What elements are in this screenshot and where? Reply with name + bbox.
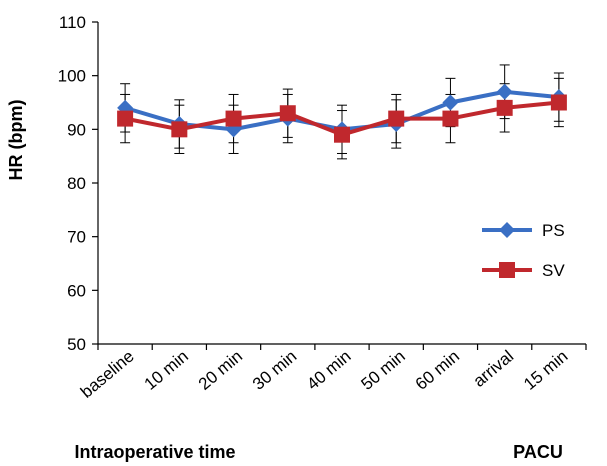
group-label-pacu: PACU	[513, 442, 563, 462]
x-axis: baseline 10 min 20 min 30 min 40 min 50 min 60…	[77, 343, 587, 402]
sv-data-point	[279, 105, 296, 122]
legend-ps-label: PS	[542, 221, 565, 240]
y-tick-label: 90	[67, 120, 86, 139]
x-tick-label: 10 min	[141, 347, 192, 394]
x-tick-label: baseline	[77, 347, 138, 402]
sv-data-point	[442, 110, 459, 127]
sv-data-point	[334, 126, 350, 143]
sv-data-point	[117, 110, 134, 127]
y-tick-label: 80	[67, 174, 86, 193]
x-tick-label: 50 min	[357, 347, 408, 394]
y-axis-label: HR (bpm)	[6, 100, 26, 181]
x-tick-label: 15 min	[520, 347, 571, 394]
sv-data-point	[550, 94, 567, 111]
series-markers	[117, 83, 567, 143]
legend-sv-label: SV	[542, 261, 565, 280]
y-tick-label: 50	[67, 335, 86, 354]
y-tick-label: 60	[67, 281, 86, 300]
y-tick-label: 110	[59, 13, 86, 32]
y-tick-label: 70	[67, 228, 86, 247]
x-tick-label: 20 min	[195, 347, 246, 394]
group-label-intraoperative: Intraoperative time	[74, 442, 235, 462]
sv-data-point	[496, 99, 513, 116]
x-tick-label: 40 min	[303, 347, 354, 394]
x-tick-label: arrival	[470, 347, 518, 391]
legend: PS SV	[482, 221, 565, 280]
legend-ps-marker	[499, 222, 515, 238]
legend-sv-marker	[499, 262, 515, 278]
sv-data-point	[225, 110, 242, 127]
y-axis: 50 60 70 80 90 100 110	[58, 13, 99, 354]
x-tick-label: 60 min	[412, 347, 463, 394]
sv-data-point	[171, 121, 188, 138]
ps-data-point	[496, 83, 513, 100]
sv-data-point	[388, 110, 405, 127]
x-tick-label: 30 min	[249, 347, 300, 394]
ps-data-point	[442, 94, 459, 111]
y-tick-label: 100	[58, 67, 86, 86]
